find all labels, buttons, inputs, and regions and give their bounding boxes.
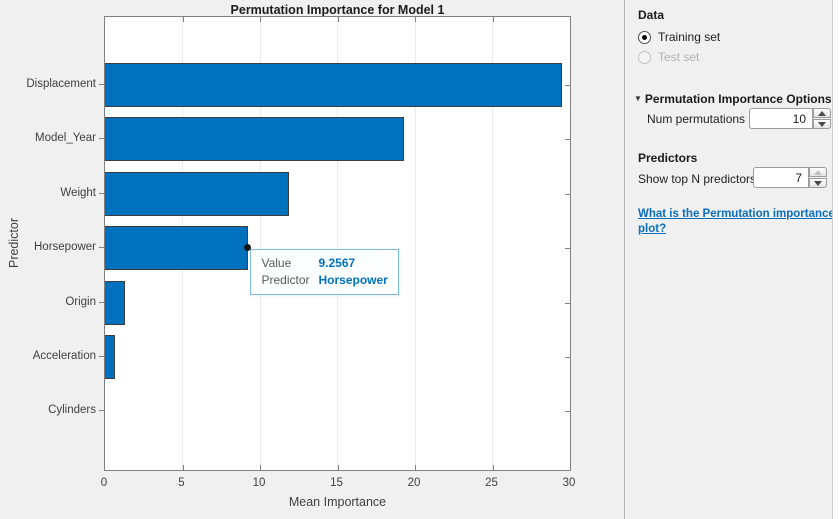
bar-displacement[interactable] [105, 63, 563, 107]
axis-tick [337, 17, 339, 22]
axis-tick [565, 85, 570, 86]
datatip-label: Predictor [261, 273, 310, 288]
axis-tick [492, 17, 494, 22]
datatip-label: Value [261, 256, 292, 271]
axis-tick [415, 17, 416, 22]
axis-tick [99, 138, 104, 140]
axis-tick [565, 357, 570, 358]
arrow-down-icon [818, 121, 826, 127]
datatip-tooltip: Value 9.2567 Predictor Horsepower [250, 249, 399, 296]
gridline [492, 17, 493, 470]
y-tick-label: Model_Year [35, 132, 96, 145]
axis-tick [337, 465, 339, 470]
arrow-up-icon [818, 110, 826, 116]
axis-tick [565, 248, 570, 250]
radio-selected-icon [638, 30, 651, 44]
num-permutations-label: Num permutations [647, 112, 746, 126]
axis-tick [415, 465, 416, 470]
stepper-down-button[interactable] [809, 178, 827, 188]
arrow-up-icon [814, 169, 822, 175]
axis-tick [99, 301, 104, 303]
x-tick-label: 25 [485, 477, 498, 489]
datatip-marker[interactable] [243, 243, 251, 251]
gridline [337, 17, 338, 470]
radio-test-label: Test set [658, 50, 700, 64]
axis-tick [565, 302, 570, 304]
bar-weight[interactable] [105, 171, 290, 216]
axis-tick [565, 411, 570, 413]
axis-tick [99, 84, 104, 85]
stepper-down-button[interactable] [813, 119, 831, 129]
datatip-value: 9.2567 [318, 256, 356, 271]
gridline [259, 17, 261, 470]
axis-tick [260, 17, 261, 22]
radio-test-set: Test set [638, 50, 699, 64]
axis-tick [182, 17, 184, 22]
plot-area[interactable] [104, 16, 571, 471]
gridline [414, 17, 416, 470]
y-tick-label: Horsepower [34, 241, 96, 254]
axis-tick [182, 465, 184, 470]
axis-tick [565, 193, 570, 195]
axis-tick [99, 192, 104, 194]
y-tick-label: Displacement [26, 78, 96, 90]
y-tick-label: Cylinders [48, 404, 96, 417]
stepper-up-button[interactable] [813, 108, 831, 118]
axis-tick [492, 465, 494, 470]
x-tick-label: 20 [407, 477, 421, 489]
collapse-triangle-icon: ▼ [634, 94, 642, 103]
x-tick-label: 30 [562, 477, 576, 489]
y-tick-label: Weight [60, 186, 96, 199]
x-tick-label: 5 [178, 477, 185, 489]
num-permutations-stepper [813, 108, 831, 129]
axis-tick [260, 465, 261, 470]
x-tick-label: 0 [100, 477, 108, 489]
data-section-title: Data [638, 8, 665, 22]
x-tick-label: 10 [252, 477, 266, 489]
bar-origin[interactable] [105, 280, 126, 325]
bar-horsepower[interactable] [105, 226, 249, 271]
predictors-section-title: Predictors [638, 151, 698, 165]
chart-title: Permutation Importance for Model 1 [230, 3, 445, 17]
bar-model_year[interactable] [105, 117, 405, 162]
num-permutations-input[interactable] [749, 108, 813, 129]
x-axis-title: Mean Importance [288, 495, 387, 509]
bar-acceleration[interactable] [105, 335, 116, 379]
show-top-n-stepper [809, 167, 827, 188]
help-link[interactable]: What is the Permutation importance plot? [638, 208, 835, 235]
y-tick-label: Origin [65, 295, 96, 308]
radio-training-label: Training set [658, 30, 721, 44]
show-top-n-label: Show top N predictors [638, 172, 757, 186]
permutation-importance-chart: Permutation Importance for Model 1 Mean … [7, 3, 576, 509]
panel-right-gutter [832, 0, 838, 519]
show-top-n-input[interactable] [753, 167, 809, 188]
radio-training-set[interactable]: Training set [638, 30, 720, 44]
axis-tick [99, 247, 104, 249]
x-tick-label: 15 [330, 477, 343, 489]
datatip-value: Horsepower [318, 273, 388, 288]
perm-options-title: Permutation Importance Options [644, 92, 832, 106]
stepper-up-button[interactable] [809, 167, 827, 177]
axis-tick [99, 410, 104, 412]
radio-unselected-icon [638, 50, 651, 64]
perm-options-section-header[interactable]: ▼ Permutation Importance Options [634, 92, 832, 106]
axis-tick [565, 139, 570, 141]
y-tick-label: Acceleration [32, 350, 96, 362]
axis-tick [99, 356, 104, 357]
arrow-down-icon [814, 180, 822, 186]
options-panel: Data Training set Test set ▼ Permutation… [624, 0, 835, 519]
